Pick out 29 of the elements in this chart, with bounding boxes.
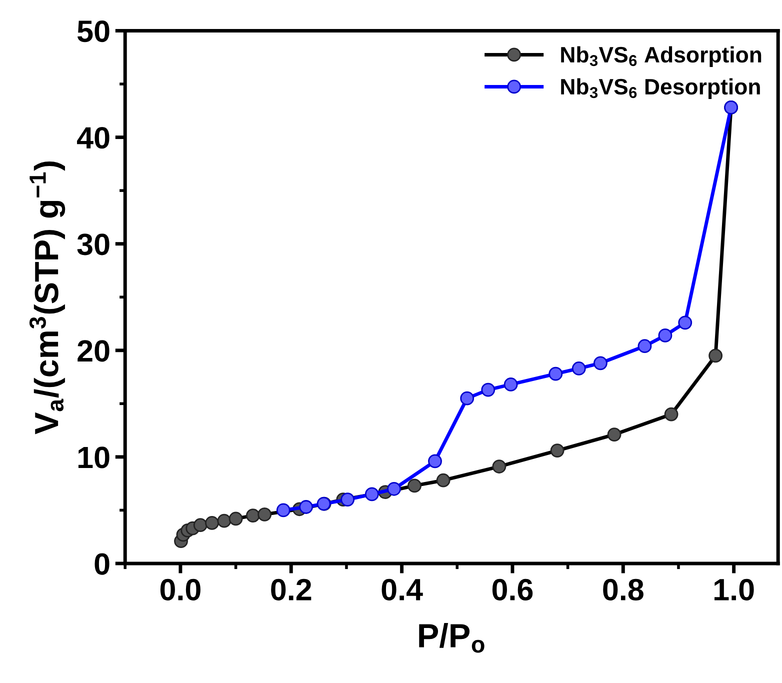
point — [607, 428, 622, 442]
y-tick-label: 10 — [78, 446, 110, 468]
y-axis-title: V$_{a}$/(cm$^{3}$(STP) g$^{−1}$) — [29, 161, 66, 434]
point — [550, 444, 564, 458]
point — [217, 514, 232, 528]
y-tick-label: 20 — [78, 340, 110, 362]
x-tick-label: 1.0 — [714, 578, 754, 600]
y-tick-label: 40 — [77, 127, 110, 149]
point — [193, 518, 208, 532]
point — [708, 348, 723, 363]
point — [492, 460, 506, 474]
point — [246, 508, 260, 522]
x-tick-label: 0.4 — [382, 578, 423, 600]
x-tick-label: 0.0 — [160, 578, 200, 600]
x-tick-label: 0.2 — [271, 578, 312, 600]
point — [258, 508, 272, 522]
point — [408, 478, 422, 493]
y-tick-label: 0 — [94, 553, 110, 575]
x-tick-label: 0.8 — [603, 578, 644, 600]
legend-label: Nb$_{3}$VS$_{6}$ Desorption — [561, 78, 760, 100]
y-tick-label: 30 — [77, 234, 110, 256]
point — [436, 473, 450, 488]
point — [228, 512, 243, 526]
x-axis-title: P/P$_{o}$ — [419, 623, 484, 653]
x-tick-label: 0.6 — [492, 578, 533, 600]
legend-label: Nb$_{3}$VS$_{6}$ Adsorption — [561, 46, 762, 68]
y-tick-label: 50 — [77, 20, 110, 42]
point — [205, 516, 219, 530]
point — [664, 407, 678, 422]
